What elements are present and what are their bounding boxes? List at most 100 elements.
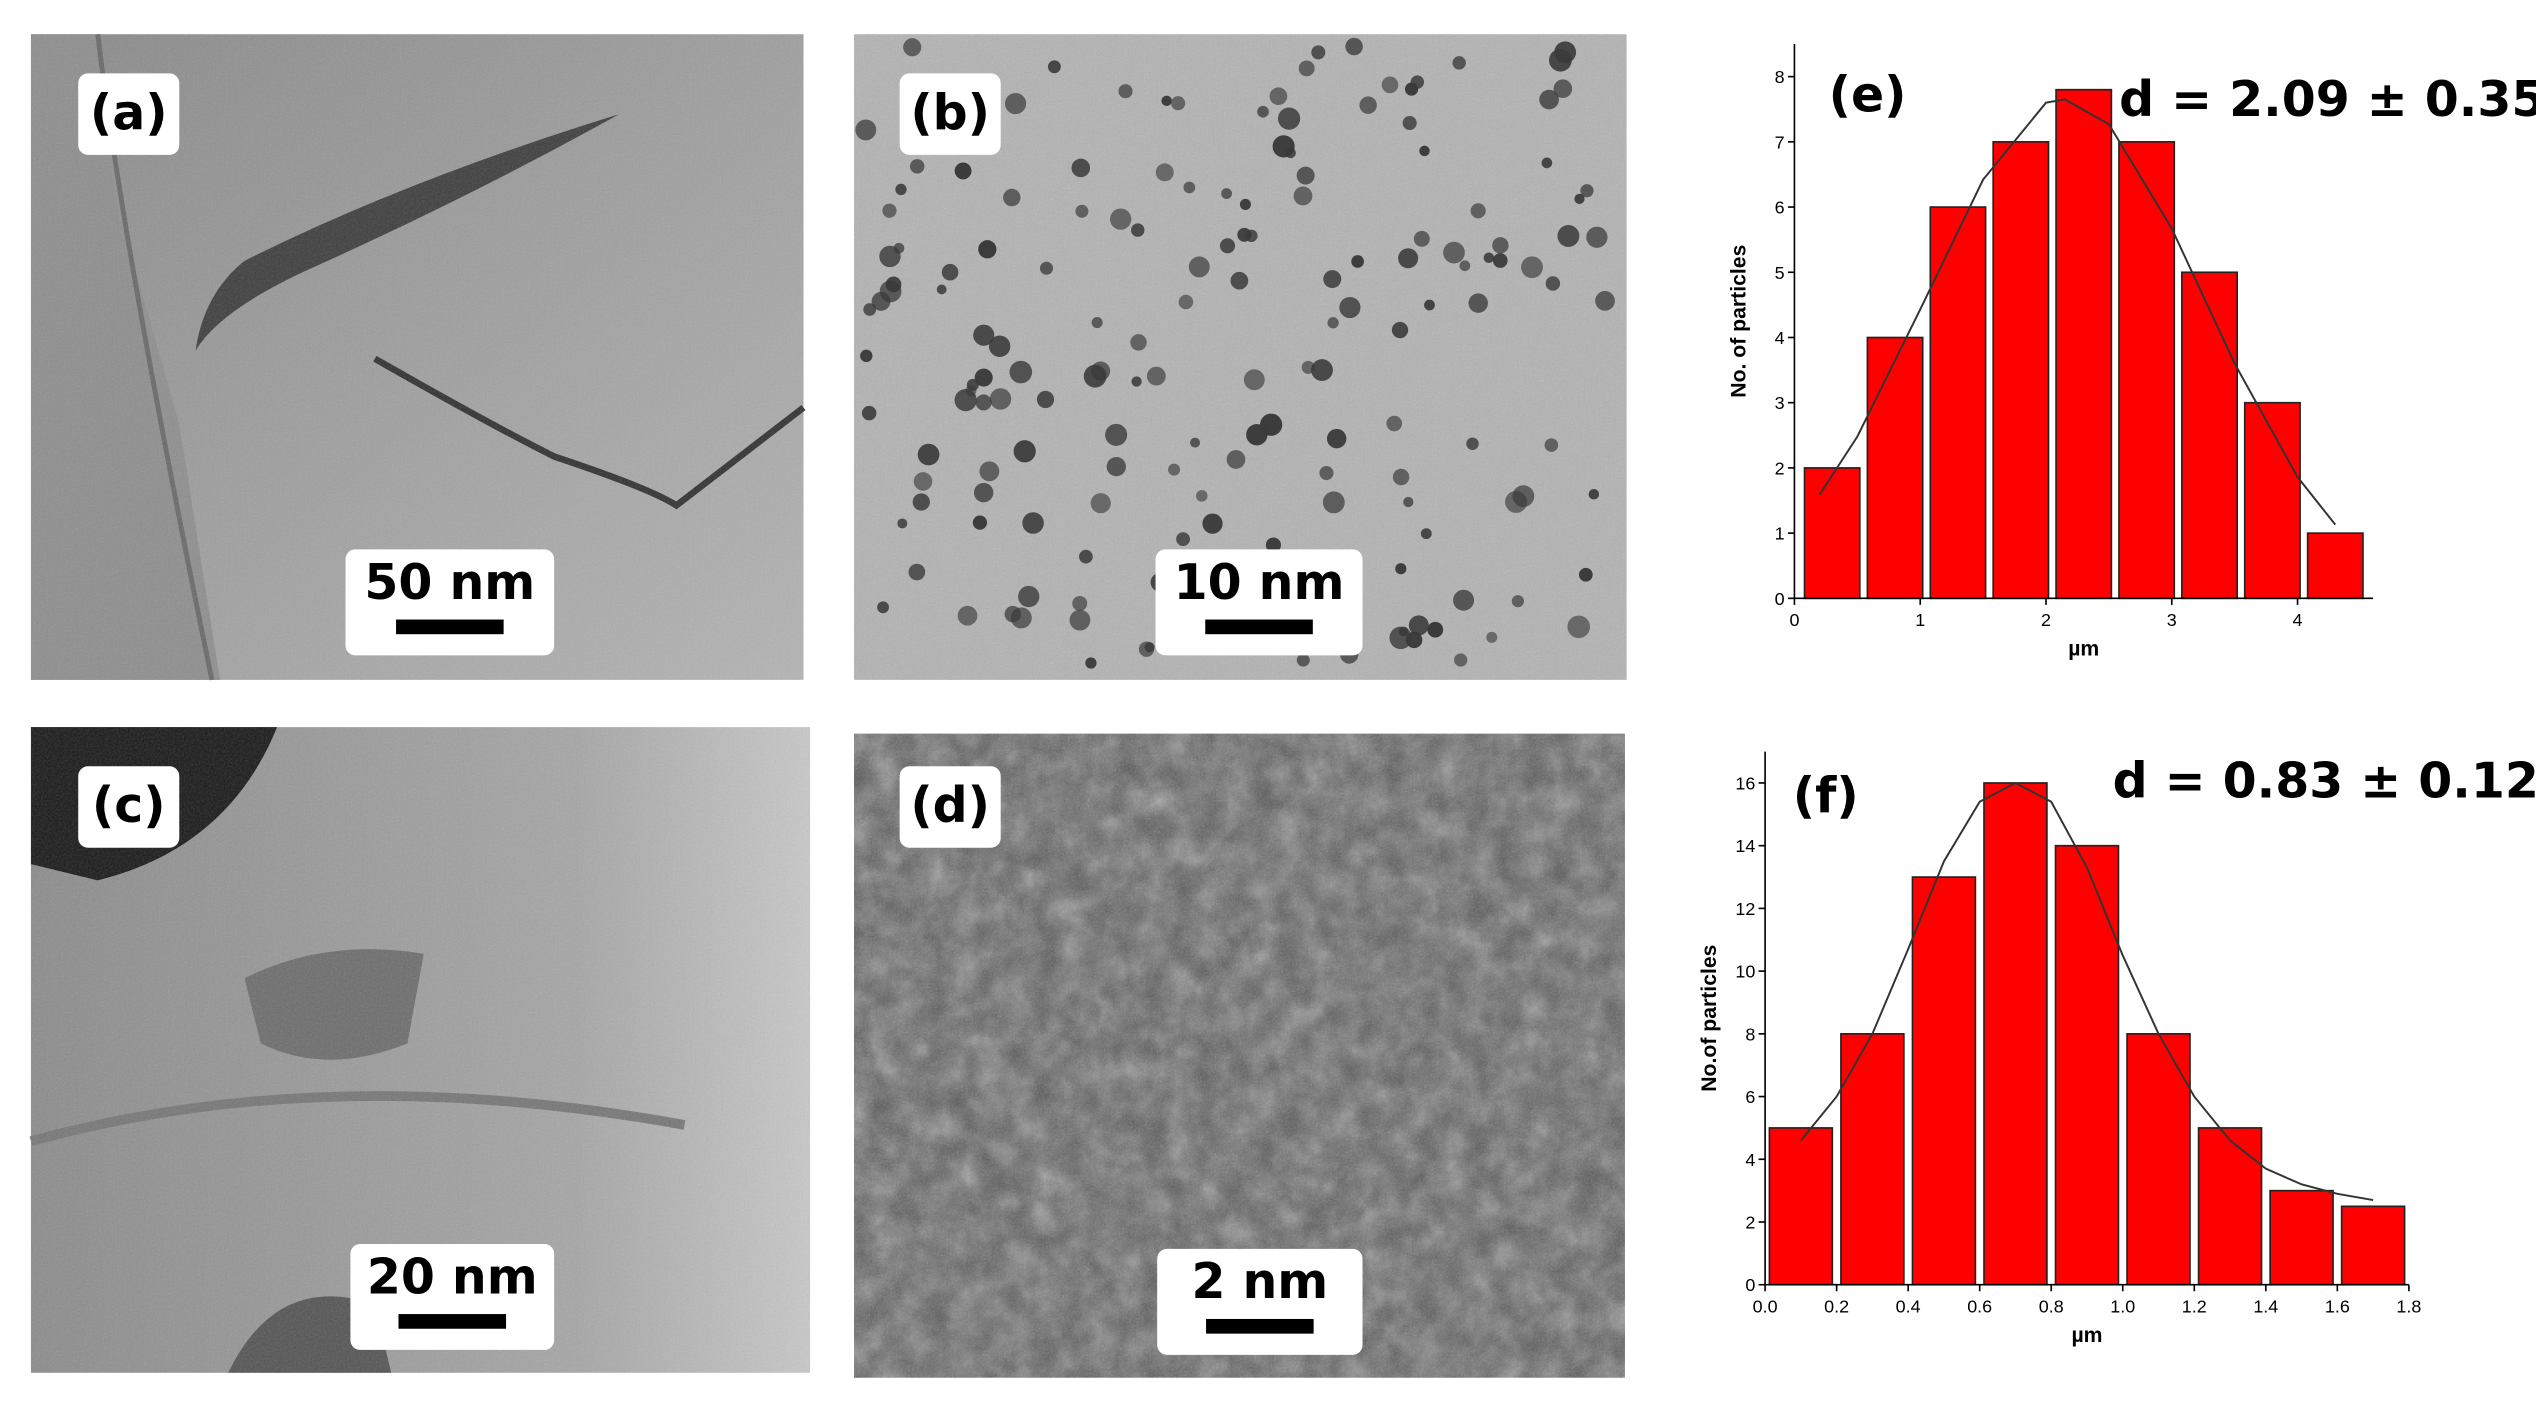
bar	[2340, 1205, 2406, 1286]
particle	[1296, 653, 1310, 667]
y-tick-label: 5	[1775, 263, 1785, 283]
bar	[1840, 1033, 1905, 1286]
panel-label: (f)	[1793, 767, 1859, 824]
particle	[1470, 203, 1486, 219]
particle	[1424, 299, 1435, 311]
particle	[1419, 145, 1430, 157]
particle	[1443, 241, 1465, 264]
particle	[1230, 271, 1249, 290]
particle	[1221, 188, 1233, 199]
particle	[1359, 96, 1377, 114]
particle	[885, 276, 902, 293]
particle	[882, 203, 897, 218]
particle	[1091, 317, 1103, 329]
particle	[1410, 75, 1425, 89]
x-tick-label: 4	[2293, 610, 2303, 630]
particle	[1296, 166, 1315, 185]
bar	[1768, 1127, 1834, 1286]
particle	[1277, 107, 1301, 130]
particle	[912, 493, 930, 511]
particle	[913, 472, 933, 491]
particle	[1580, 184, 1594, 198]
particle	[988, 335, 1011, 357]
scale-bar-label: 50 nm	[364, 554, 535, 611]
particle	[1453, 589, 1475, 611]
bar	[1803, 467, 1861, 600]
bar	[1866, 336, 1924, 600]
y-tick-label: 8	[1745, 1024, 1755, 1044]
particle	[1171, 96, 1186, 111]
y-tick-label: 6	[1775, 198, 1785, 218]
particle	[1544, 438, 1559, 452]
particle	[1219, 238, 1236, 254]
bar	[2054, 844, 2120, 1286]
particle	[1226, 450, 1246, 469]
particle	[1178, 294, 1194, 310]
label-box	[78, 766, 180, 848]
particle	[1237, 227, 1252, 242]
particle	[975, 394, 992, 411]
x-tick-label: 1	[1915, 610, 1925, 630]
particle	[1018, 585, 1040, 608]
particle	[1146, 366, 1166, 386]
particle	[957, 605, 978, 626]
particle	[1195, 490, 1208, 502]
particle	[1079, 549, 1093, 564]
particle	[1311, 359, 1333, 381]
y-tick-label: 6	[1745, 1087, 1755, 1107]
particle	[1323, 270, 1342, 289]
y-tick-label: 16	[1735, 773, 1755, 793]
particle	[1541, 157, 1553, 169]
particle	[1339, 296, 1361, 319]
particle	[1554, 41, 1577, 64]
scale-bar	[1205, 619, 1313, 635]
particle	[1259, 413, 1283, 436]
y-tick-label: 14	[1735, 836, 1755, 856]
label-box	[78, 73, 180, 155]
scale-bar	[398, 1314, 507, 1329]
particle	[1398, 248, 1419, 269]
particle	[1345, 37, 1363, 56]
bar	[2197, 1127, 2263, 1286]
particle	[1075, 204, 1089, 218]
scale-bar-label: 20 nm	[367, 1248, 538, 1305]
particle	[1071, 158, 1091, 178]
y-tick-label: 4	[1775, 328, 1785, 348]
particle	[1395, 563, 1407, 575]
bar	[2118, 141, 2176, 600]
panel-label: (c)	[92, 777, 166, 834]
particle	[1351, 255, 1364, 268]
particle	[1047, 60, 1061, 74]
particle	[1301, 360, 1315, 374]
particle	[973, 482, 994, 503]
panel-label: (e)	[1829, 66, 1907, 123]
particle	[1188, 256, 1210, 278]
particle	[1403, 496, 1414, 508]
particle	[1381, 76, 1399, 94]
particle	[1578, 567, 1593, 582]
particle	[1130, 334, 1147, 351]
particle	[973, 324, 995, 346]
particle	[1155, 163, 1174, 182]
y-tick-label: 0	[1745, 1275, 1755, 1295]
fit-curve	[1800, 781, 2374, 1202]
particle	[1298, 60, 1315, 77]
particle	[1069, 609, 1091, 631]
particle	[1545, 276, 1561, 291]
scale-bar-label: 2 nm	[1191, 1253, 1328, 1310]
label-box	[899, 766, 1001, 848]
x-tick-label: 1.4	[2253, 1296, 2278, 1316]
particle	[1106, 456, 1126, 477]
bar	[1992, 141, 2050, 600]
particle	[1413, 230, 1430, 247]
particle	[954, 162, 972, 180]
particle	[1168, 463, 1181, 476]
bar	[1929, 206, 1987, 600]
particle	[1202, 513, 1223, 534]
particle	[1004, 92, 1027, 115]
particle	[1483, 252, 1495, 264]
particle	[1085, 657, 1097, 669]
particle	[1492, 253, 1508, 268]
